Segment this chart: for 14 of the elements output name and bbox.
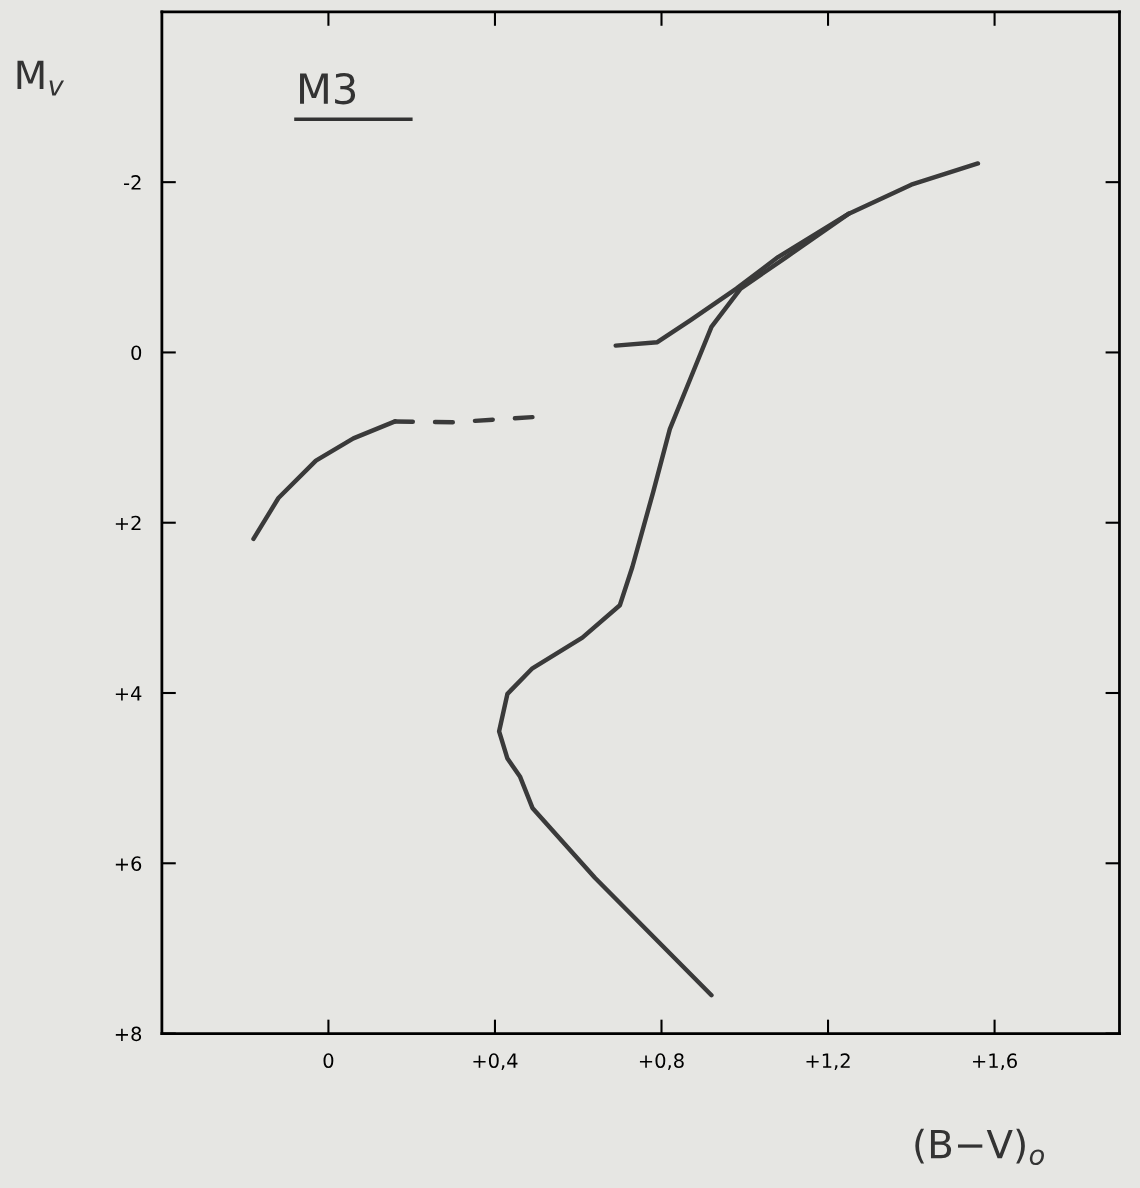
y-tick-label: +4 [115,686,142,701]
x-axis-title: (B−V)$_{o}$ [915,1128,1044,1166]
y-tick-label: -2 [124,175,141,190]
x-tick-label: +0,8 [639,1053,684,1071]
y-tick-label: +8 [115,1026,142,1042]
x-tick-label: +1,6 [973,1053,1017,1071]
y-tick-label: +2 [115,515,141,531]
y-axis-title: M$_{v}$ [17,60,65,96]
annotation: M3 [300,72,356,105]
y-tick-label: 0 [131,345,142,361]
x-tick-label: +1,2 [806,1053,850,1071]
y-tick-label: +6 [115,856,142,871]
x-tick-label: +0,4 [473,1053,518,1071]
x-tick-label: 0 [323,1053,334,1069]
